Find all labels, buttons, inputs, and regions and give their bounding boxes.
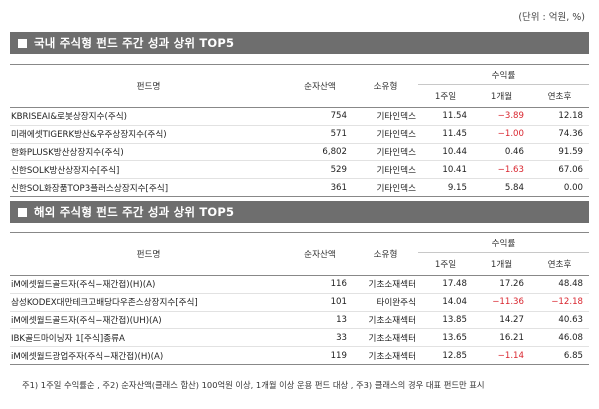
ytd-return-cell: 12.18	[558, 111, 584, 122]
week1-return-cell: 17.48	[442, 279, 467, 290]
category-cell: 기타인덱스	[376, 130, 416, 141]
overseas-fund-table: 펀드명 순자산액 소유형 수익률 1주일 1개월 연초후 iM에셋월드골드자(주…	[10, 232, 590, 365]
category-cell: 기초소재섹터	[368, 280, 416, 291]
table-row: iM에셋월드광업주자(주식−재간접)(H)(A) 119 기초소재섹터 12.85 −1…	[10, 347, 590, 365]
header-fund-name: 펀드명	[136, 250, 161, 260]
table-row: 신한SOL화장품TOP3플러스상장지수[주식] 361 기타인덱스 9.15 5.84 0…	[10, 179, 590, 197]
month1-return-cell: 0.46	[504, 146, 524, 157]
week1-return-cell: 14.04	[442, 297, 467, 308]
month1-return-cell: −3.89	[497, 111, 524, 122]
fund-name-cell: KBRISEAI&로봇상장지수(주식)	[11, 112, 127, 123]
category-cell: 타이완주식	[376, 298, 416, 309]
ytd-return-cell: −12.18	[551, 297, 584, 308]
header-month1: 1개월	[490, 92, 513, 102]
category-cell: 기타인덱스	[376, 147, 416, 158]
net-assets-cell: 13	[336, 314, 347, 325]
ytd-return-cell: 40.63	[558, 314, 584, 325]
fund-name-cell: 한화PLUSK방산상장지수(주식)	[11, 147, 124, 158]
header-week1: 1주일	[434, 92, 457, 102]
header-ytd: 연초후	[547, 92, 572, 102]
table-row: 신한SOLK방산상장지수[주식] 529 기타인덱스 10.41 −1.63 67.06	[10, 161, 590, 179]
month1-return-cell: 14.27	[499, 314, 524, 325]
ytd-return-cell: 46.08	[558, 332, 584, 343]
month1-return-cell: −1.14	[497, 350, 524, 361]
week1-return-cell: 9.15	[447, 182, 467, 193]
category-cell: 기초소재섹터	[368, 351, 416, 362]
header-category: 소유형	[373, 250, 398, 260]
category-cell: 기초소재섹터	[368, 333, 416, 344]
ytd-return-cell: 6.85	[563, 350, 584, 361]
overseas-title-text: 해외 주식형 펀드 주간 성과 상위 TOP5	[34, 205, 235, 219]
header-returns: 수익률	[418, 232, 590, 253]
category-cell: 기초소재섹터	[368, 315, 416, 326]
domestic-title-text: 국내 주식형 펀드 주간 성과 상위 TOP5	[34, 36, 235, 50]
net-assets-cell: 101	[330, 297, 347, 308]
header-ytd: 연초후	[547, 260, 572, 270]
month1-return-cell: −11.36	[492, 297, 524, 308]
net-assets-cell: 116	[330, 279, 347, 290]
ytd-return-cell: 48.48	[558, 279, 584, 290]
header-fund-name: 펀드명	[136, 82, 161, 92]
category-cell: 기타인덱스	[376, 183, 416, 194]
table-row: KBRISEAI&로봇상장지수(주식) 754 기타인덱스 11.54 −3.89 12.…	[10, 108, 590, 126]
header-month1: 1개월	[490, 260, 513, 270]
month1-return-cell: 17.26	[499, 279, 524, 290]
week1-return-cell: 10.41	[442, 164, 467, 175]
fund-name-cell: 미래에셋TIGERK방산&우주상장지수(주식)	[11, 130, 167, 141]
overseas-section-title: 해외 주식형 펀드 주간 성과 상위 TOP5	[10, 201, 589, 223]
month1-return-cell: −1.63	[497, 164, 524, 175]
net-assets-cell: 33	[336, 332, 347, 343]
month1-return-cell: −1.00	[497, 129, 524, 140]
table-row: IBK골드마이닝자 1[주식]종류A 33 기초소재섹터 13.65 16.21 46.0…	[10, 329, 590, 347]
domestic-section-title: 국내 주식형 펀드 주간 성과 상위 TOP5	[10, 32, 589, 54]
fund-name-cell: 삼성KODEX대만테크고배당다우존스상장지수[주식]	[11, 298, 198, 309]
month1-return-cell: 5.84	[504, 182, 524, 193]
fund-name-cell: iM에셋월드골드자(주식−재간접)(H)(A)	[11, 280, 156, 291]
net-assets-cell: 6,802	[322, 146, 347, 157]
table-row: iM에셋월드골드자(주식−재간접)(UH)(A) 13 기초소재섹터 13.85 14.…	[10, 311, 590, 329]
table-row: iM에셋월드골드자(주식−재간접)(H)(A) 116 기초소재섹터 17.48 17.…	[10, 276, 590, 294]
ytd-return-cell: 91.59	[558, 146, 584, 157]
week1-return-cell: 10.44	[442, 146, 467, 157]
square-bullet-icon	[18, 207, 27, 217]
week1-return-cell: 11.45	[442, 129, 467, 140]
week1-return-cell: 12.85	[442, 350, 467, 361]
month1-return-cell: 16.21	[499, 332, 524, 343]
table-row: 한화PLUSK방산상장지수(주식) 6,802 기타인덱스 10.44 0.46 91.5…	[10, 143, 590, 161]
unit-note: (단위 : 억원, %)	[518, 12, 585, 23]
header-net-assets: 순자산액	[304, 82, 336, 92]
domestic-fund-table: 펀드명 순자산액 소유형 수익률 1주일 1개월 연초후 KBRISEAI&로봇…	[10, 64, 590, 197]
header-category: 소유형	[373, 82, 398, 92]
category-cell: 기타인덱스	[376, 165, 416, 176]
ytd-return-cell: 74.36	[558, 129, 584, 140]
net-assets-cell: 571	[330, 129, 347, 140]
header-returns: 수익률	[418, 64, 590, 85]
week1-return-cell: 13.85	[442, 314, 467, 325]
net-assets-cell: 754	[330, 111, 347, 122]
fund-name-cell: IBK골드마이닝자 1[주식]종류A	[11, 333, 125, 344]
net-assets-cell: 119	[330, 350, 347, 361]
table-row: 삼성KODEX대만테크고배당다우존스상장지수[주식] 101 타이완주식 14.04 −…	[10, 293, 590, 312]
ytd-return-cell: 0.00	[563, 182, 584, 193]
footnote: 주1) 1주일 수익률순 , 주2) 순자산액(클래스 합산) 100억원 이상…	[22, 380, 485, 390]
net-assets-cell: 529	[330, 164, 347, 175]
fund-name-cell: 신한SOLK방산상장지수[주식]	[11, 165, 120, 176]
table-row: 미래에셋TIGERK방산&우주상장지수(주식) 571 기타인덱스 11.45 −1.0…	[10, 125, 590, 144]
header-week1: 1주일	[434, 260, 457, 270]
fund-name-cell: 신한SOL화장품TOP3플러스상장지수[주식]	[11, 183, 169, 194]
fund-name-cell: iM에셋월드골드자(주식−재간접)(UH)(A)	[11, 315, 162, 326]
category-cell: 기타인덱스	[376, 112, 416, 123]
header-net-assets: 순자산액	[304, 250, 336, 260]
ytd-return-cell: 67.06	[558, 164, 584, 175]
week1-return-cell: 13.65	[442, 332, 467, 343]
net-assets-cell: 361	[330, 182, 347, 193]
week1-return-cell: 11.54	[442, 111, 467, 122]
square-bullet-icon	[18, 38, 27, 48]
fund-name-cell: iM에셋월드광업주자(주식−재간접)(H)(A)	[11, 351, 164, 362]
